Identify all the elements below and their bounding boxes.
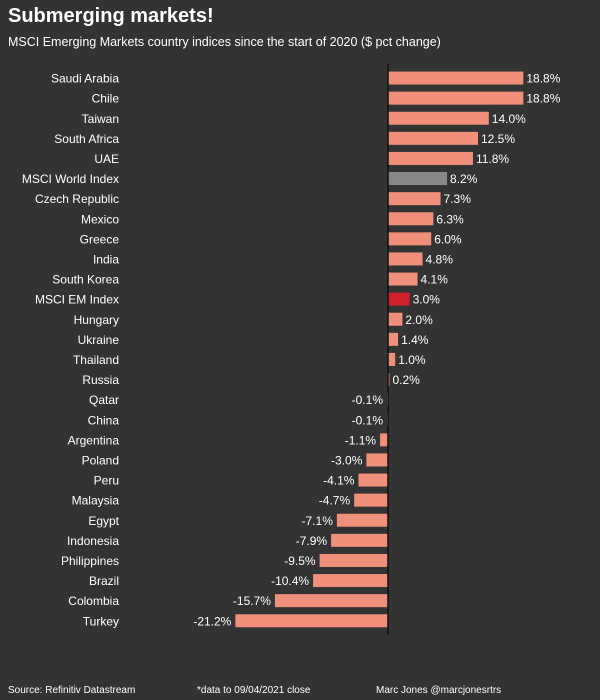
value-label-egypt: -7.1%: [302, 514, 334, 528]
category-label-msci-world-index: MSCI World Index: [22, 172, 119, 186]
category-label-msci-em-index: MSCI EM Index: [35, 293, 119, 307]
category-label-colombia: Colombia: [68, 594, 119, 608]
category-label-chile: Chile: [92, 92, 120, 106]
category-label-south-korea: South Korea: [52, 273, 119, 287]
chart-title: Submerging markets!: [8, 5, 214, 27]
source-note: Source: Refinitiv Datastream: [8, 685, 136, 696]
value-label-msci-em-index: 3.0%: [413, 293, 441, 307]
value-label-turkey: -21.2%: [193, 614, 231, 628]
bar-philippines: [319, 553, 388, 567]
bar-mexico: [388, 212, 434, 226]
bar-south-korea: [388, 272, 418, 286]
category-label-argentina: Argentina: [68, 433, 120, 447]
category-label-czech-republic: Czech Republic: [35, 192, 119, 206]
value-label-brazil: -10.4%: [271, 574, 309, 588]
category-label-thailand: Thailand: [73, 353, 119, 367]
bar-czech-republic: [388, 192, 441, 206]
bar-greece: [388, 232, 432, 246]
bar-peru: [358, 473, 388, 487]
bar-saudi-arabia: [388, 71, 524, 85]
bar-uae: [388, 151, 473, 165]
chart-subtitle: MSCI Emerging Markets country indices si…: [8, 35, 441, 49]
value-label-msci-world-index: 8.2%: [450, 172, 478, 186]
bar-egypt: [336, 513, 388, 527]
value-label-czech-republic: 7.3%: [444, 192, 472, 206]
category-label-poland: Poland: [82, 453, 119, 467]
value-label-south-africa: 12.5%: [481, 132, 515, 146]
bar-brazil: [313, 574, 388, 588]
category-label-mexico: Mexico: [81, 212, 119, 226]
category-label-brazil: Brazil: [89, 574, 119, 588]
value-label-indonesia: -7.9%: [296, 534, 328, 548]
value-label-mexico: 6.3%: [436, 212, 464, 226]
bar-south-africa: [388, 131, 478, 145]
value-label-india: 4.8%: [426, 252, 454, 266]
category-label-india: India: [93, 252, 119, 266]
bar-chile: [388, 91, 524, 105]
category-label-south-africa: South Africa: [54, 132, 119, 146]
value-label-colombia: -15.7%: [233, 594, 271, 608]
bar-poland: [366, 453, 388, 467]
bar-thailand: [388, 352, 396, 366]
bar-taiwan: [388, 111, 489, 125]
category-label-china: China: [88, 413, 120, 427]
category-label-peru: Peru: [94, 474, 119, 488]
value-label-ukraine: 1.4%: [401, 333, 429, 347]
value-label-malaysia: -4.7%: [319, 494, 351, 508]
bar-malaysia: [354, 493, 388, 507]
data-date-note: *data to 09/04/2021 close: [197, 685, 311, 696]
bar-hungary: [388, 312, 403, 326]
value-label-taiwan: 14.0%: [492, 112, 526, 126]
value-label-russia: 0.2%: [392, 373, 420, 387]
category-label-greece: Greece: [80, 232, 120, 246]
category-label-indonesia: Indonesia: [67, 534, 119, 548]
category-label-ukraine: Ukraine: [78, 333, 120, 347]
value-label-china: -0.1%: [352, 413, 384, 427]
bar-colombia: [274, 594, 388, 608]
value-label-argentina: -1.1%: [345, 433, 377, 447]
value-label-peru: -4.1%: [323, 474, 355, 488]
category-label-philippines: Philippines: [61, 554, 119, 568]
value-label-poland: -3.0%: [331, 453, 363, 467]
category-label-uae: UAE: [94, 152, 119, 166]
value-label-greece: 6.0%: [434, 232, 462, 246]
bar-turkey: [235, 614, 388, 628]
value-label-chile: 18.8%: [526, 92, 560, 106]
category-label-turkey: Turkey: [83, 614, 119, 628]
category-label-malaysia: Malaysia: [72, 494, 120, 508]
bar-india: [388, 252, 423, 266]
value-label-thailand: 1.0%: [398, 353, 426, 367]
author-credit: Marc Jones @marcjonesrtrs: [376, 685, 502, 696]
value-label-uae: 11.8%: [476, 152, 509, 166]
category-label-hungary: Hungary: [74, 313, 119, 327]
category-label-qatar: Qatar: [89, 393, 119, 407]
bar-msci-world-index: [388, 172, 448, 186]
bar-msci-em-index: [388, 292, 410, 306]
category-label-egypt: Egypt: [88, 514, 119, 528]
value-label-hungary: 2.0%: [405, 313, 433, 327]
category-label-russia: Russia: [82, 373, 119, 387]
bar-indonesia: [331, 533, 388, 547]
value-label-south-korea: 4.1%: [421, 273, 449, 287]
category-label-saudi-arabia: Saudi Arabia: [51, 72, 119, 86]
bar-ukraine: [388, 332, 399, 346]
bar-argentina: [380, 433, 388, 447]
value-label-qatar: -0.1%: [352, 393, 384, 407]
category-label-taiwan: Taiwan: [82, 112, 119, 126]
value-label-philippines: -9.5%: [284, 554, 316, 568]
value-label-saudi-arabia: 18.8%: [526, 72, 560, 86]
